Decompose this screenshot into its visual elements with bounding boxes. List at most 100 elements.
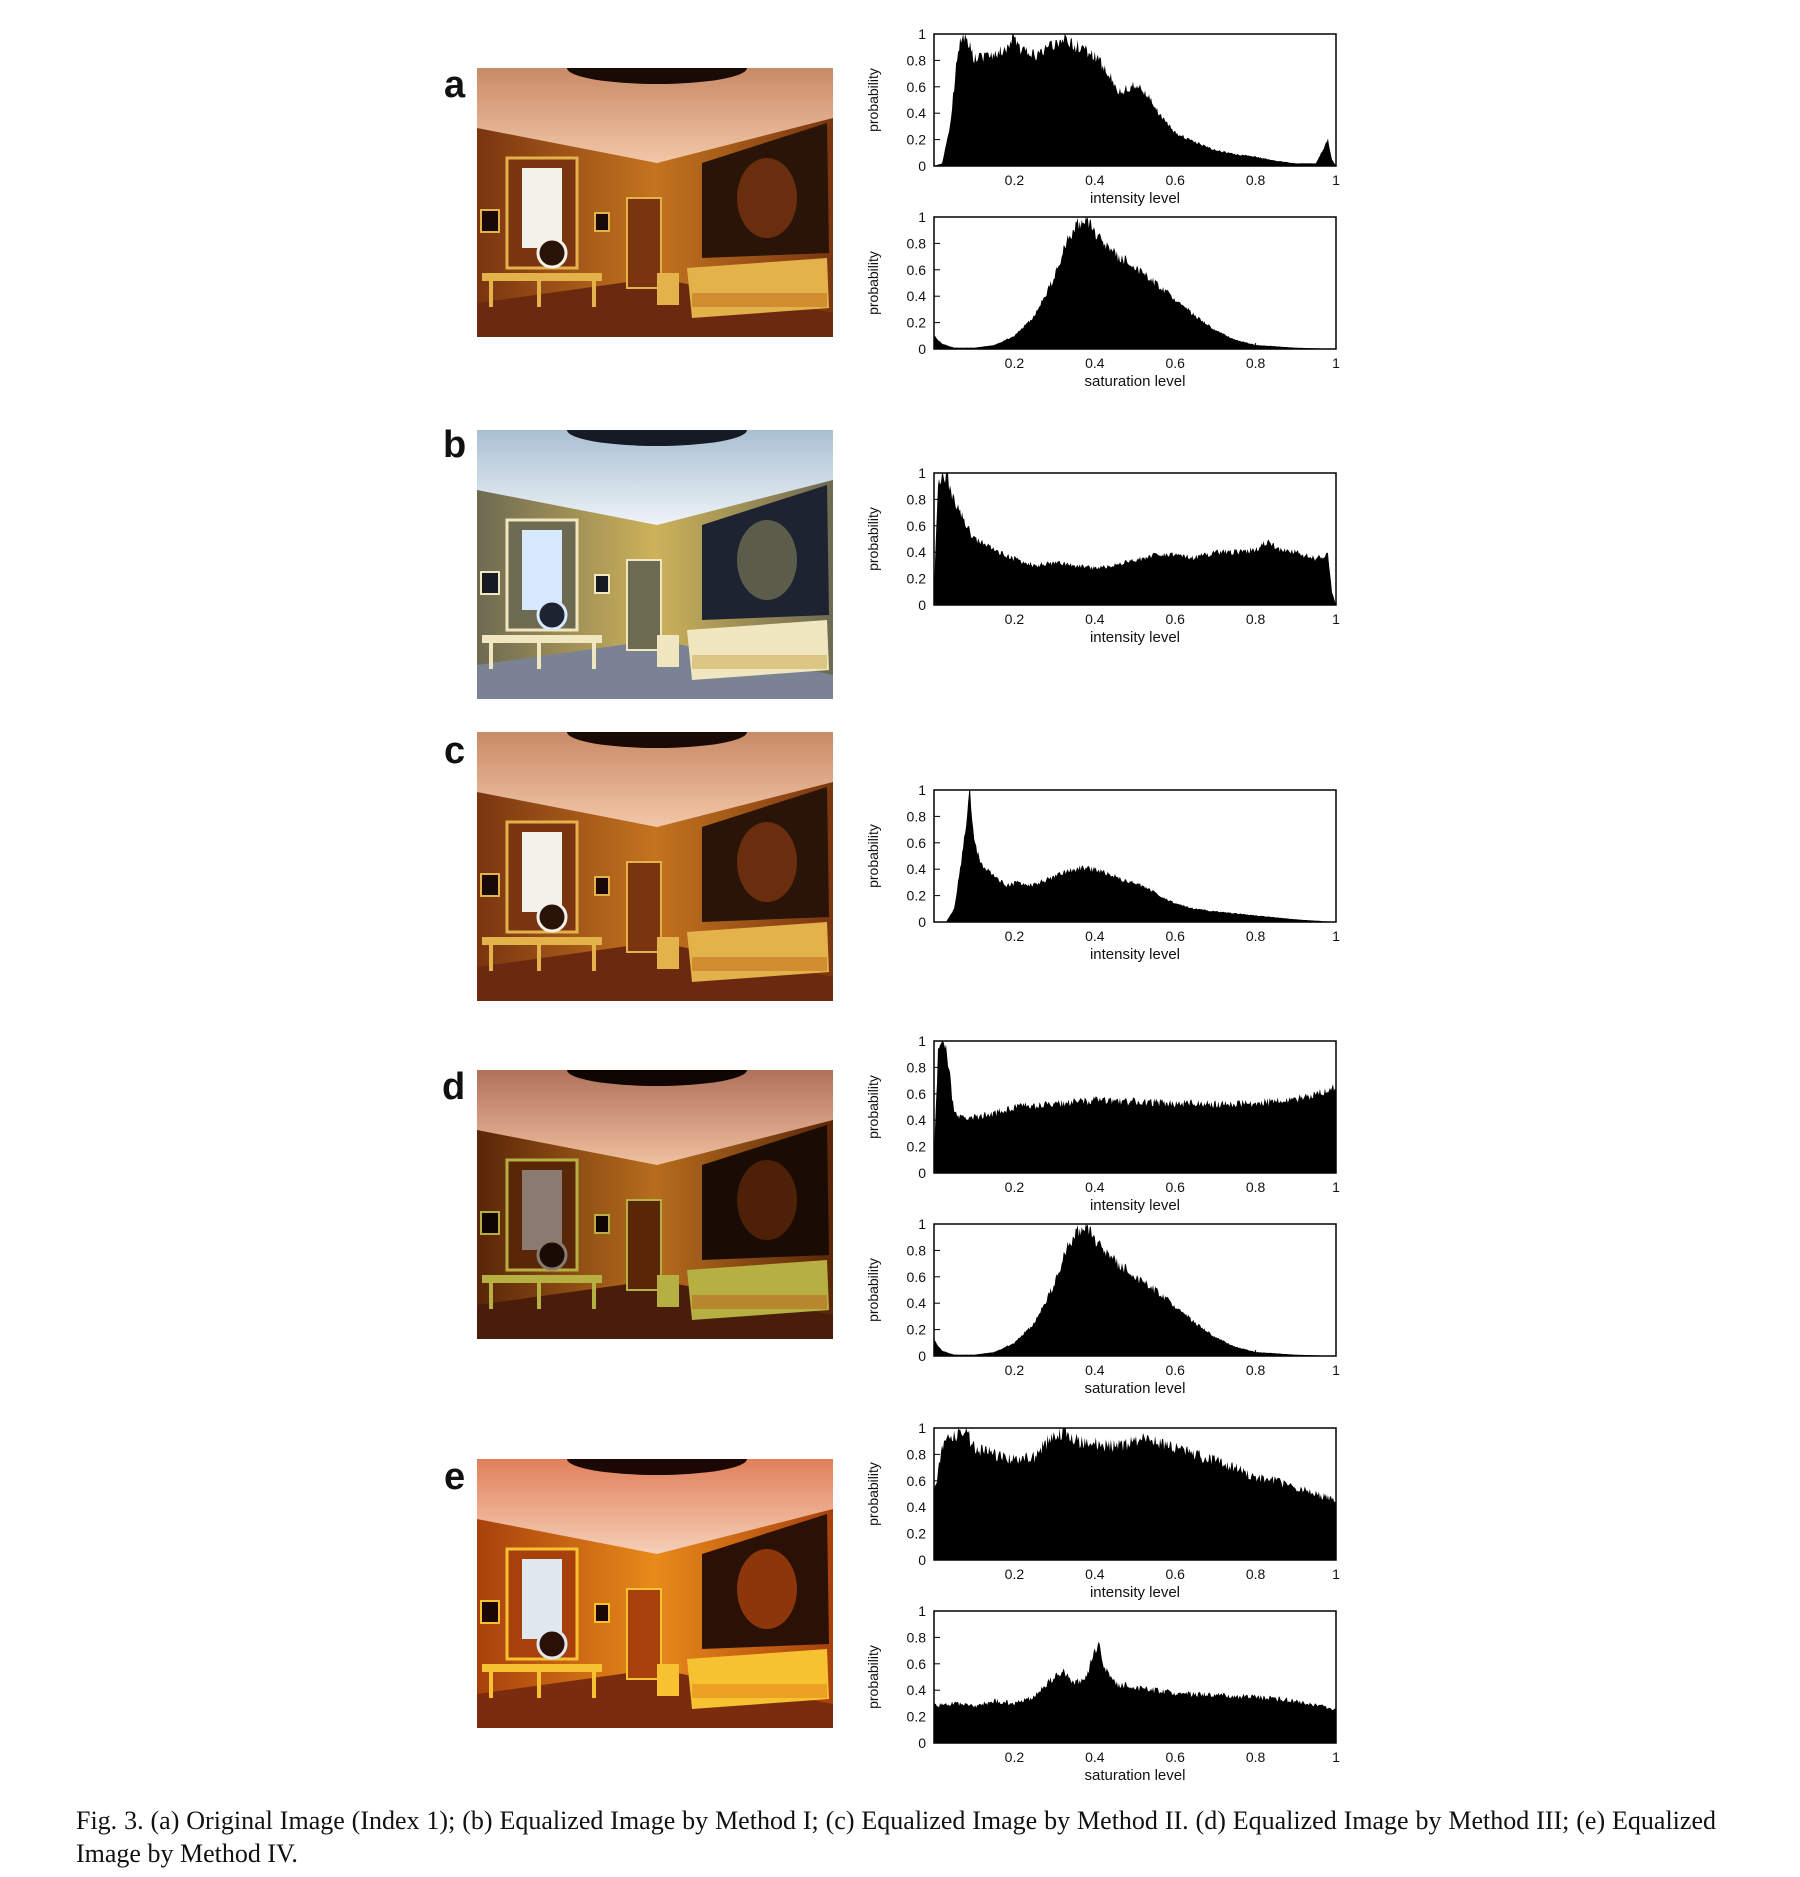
plot-frame [933, 33, 1337, 167]
y-tick-label: 0.6 [907, 1473, 927, 1489]
plot-frame [933, 789, 1337, 923]
y-tick-label: 1 [918, 26, 926, 42]
y-tick-label: 0 [918, 914, 926, 930]
y-tick-label: 0 [918, 1348, 926, 1364]
x-tick-label: 1 [1332, 1362, 1340, 1378]
x-axis-label: intensity level [1090, 629, 1180, 646]
y-tick-label: 0.4 [907, 1682, 927, 1698]
x-tick-label: 0.8 [1246, 1362, 1266, 1378]
panel-label-a: a [444, 64, 466, 106]
y-tick-label: 0.6 [907, 1269, 927, 1285]
y-tick-label: 0.8 [907, 1446, 927, 1462]
photo-method-4 [477, 1459, 833, 1728]
x-tick-label: 0.6 [1165, 1566, 1185, 1582]
y-tick-label: 0.8 [907, 1059, 927, 1075]
histogram-area [934, 1224, 1336, 1356]
x-tick-label: 0.4 [1085, 1566, 1105, 1582]
x-tick-label: 1 [1332, 1179, 1340, 1195]
y-tick-label: 0.6 [907, 79, 927, 95]
photo-original [477, 68, 833, 337]
y-axis-label: probability [865, 1258, 881, 1322]
x-axis-label: intensity level [1090, 190, 1180, 207]
y-tick-label: 0.4 [907, 861, 927, 877]
y-tick-label: 0.6 [907, 518, 927, 534]
y-tick-label: 0.8 [907, 1242, 927, 1258]
photo-method-1 [477, 430, 833, 699]
x-tick-label: 1 [1332, 611, 1340, 627]
x-tick-label: 0.4 [1085, 1362, 1105, 1378]
x-tick-label: 0.2 [1005, 1179, 1025, 1195]
y-axis-label: probability [865, 1645, 881, 1709]
x-tick-label: 1 [1332, 355, 1340, 371]
y-tick-label: 0.4 [907, 1499, 927, 1515]
x-tick-label: 0.6 [1165, 172, 1185, 188]
x-tick-label: 0.2 [1005, 611, 1025, 627]
x-tick-label: 1 [1332, 1566, 1340, 1582]
x-tick-label: 0.8 [1246, 172, 1266, 188]
panel-label-c: c [444, 730, 466, 772]
x-tick-label: 0.2 [1005, 1749, 1025, 1765]
figure-caption: Fig. 3. (a) Original Image (Index 1); (b… [76, 1806, 1716, 1868]
y-tick-label: 0.8 [907, 1629, 927, 1645]
histogram-a-intensity: 0 0.2 0.4 0.6 0.8 1 0.2 0.4 0.6 0.8 1 intensity lev… [864, 26, 1364, 216]
y-tick-label: 0.4 [907, 1295, 927, 1311]
panel-label-b: b [443, 424, 467, 466]
y-tick-label: 0.6 [907, 262, 927, 278]
x-axis-label: saturation level [1085, 373, 1186, 390]
x-tick-label: 0.6 [1165, 1749, 1185, 1765]
x-tick-label: 0.4 [1085, 355, 1105, 371]
x-tick-label: 1 [1332, 172, 1340, 188]
y-tick-label: 1 [918, 782, 926, 798]
y-tick-label: 0.4 [907, 288, 927, 304]
y-tick-label: 0.2 [907, 1322, 927, 1338]
y-tick-label: 0.2 [907, 1139, 927, 1155]
x-tick-label: 0.6 [1165, 1179, 1185, 1195]
y-axis-label: probability [865, 1075, 881, 1139]
plot-frame [933, 472, 1337, 606]
x-tick-label: 0.6 [1165, 1362, 1185, 1378]
y-tick-label: 0.8 [907, 52, 927, 68]
y-tick-label: 1 [918, 1420, 926, 1436]
y-tick-label: 0.8 [907, 808, 927, 824]
y-tick-label: 0.2 [907, 888, 927, 904]
y-tick-label: 0.6 [907, 1086, 927, 1102]
y-tick-label: 1 [918, 465, 926, 481]
y-tick-label: 0.8 [907, 235, 927, 251]
photo-method-3 [477, 1070, 833, 1339]
x-axis-label: intensity level [1090, 946, 1180, 963]
histogram-b-intensity: 0 0.2 0.4 0.6 0.8 1 0.2 0.4 0.6 0.8 1 intensity lev… [864, 465, 1364, 655]
histogram-a-saturation: 0 0.2 0.4 0.6 0.8 1 0.2 0.4 0.6 0.8 1 saturation le… [864, 209, 1364, 399]
y-tick-label: 0 [918, 158, 926, 174]
photo-method-2 [477, 732, 833, 1001]
histogram-area [934, 790, 1336, 922]
histogram-area [934, 1041, 1336, 1173]
histogram-area [934, 1428, 1336, 1560]
x-tick-label: 0.8 [1246, 1749, 1266, 1765]
x-tick-label: 1 [1332, 1749, 1340, 1765]
x-tick-label: 0.6 [1165, 611, 1185, 627]
x-tick-label: 0.8 [1246, 928, 1266, 944]
histogram-area [934, 34, 1336, 166]
x-tick-label: 0.8 [1246, 355, 1266, 371]
x-tick-label: 0.8 [1246, 611, 1266, 627]
y-axis-label: probability [865, 251, 881, 315]
y-axis-label: probability [865, 1462, 881, 1526]
y-tick-label: 1 [918, 1033, 926, 1049]
y-tick-label: 0 [918, 1735, 926, 1751]
histogram-area [934, 1641, 1336, 1743]
y-axis-label: probability [865, 507, 881, 571]
x-tick-label: 0.2 [1005, 355, 1025, 371]
x-tick-label: 0.2 [1005, 172, 1025, 188]
x-tick-label: 0.2 [1005, 1362, 1025, 1378]
histogram-d-intensity: 0 0.2 0.4 0.6 0.8 1 0.2 0.4 0.6 0.8 1 intensity lev… [864, 1033, 1364, 1223]
histogram-c-intensity: 0 0.2 0.4 0.6 0.8 1 0.2 0.4 0.6 0.8 1 intensity lev… [864, 782, 1364, 972]
y-tick-label: 0.2 [907, 571, 927, 587]
plot-frame [933, 1040, 1337, 1174]
x-tick-label: 1 [1332, 928, 1340, 944]
y-tick-label: 0.4 [907, 105, 927, 121]
x-tick-label: 0.4 [1085, 172, 1105, 188]
x-axis-label: saturation level [1085, 1380, 1186, 1397]
y-tick-label: 0.4 [907, 544, 927, 560]
histogram-area [934, 473, 1336, 605]
y-tick-label: 0.2 [907, 315, 927, 331]
